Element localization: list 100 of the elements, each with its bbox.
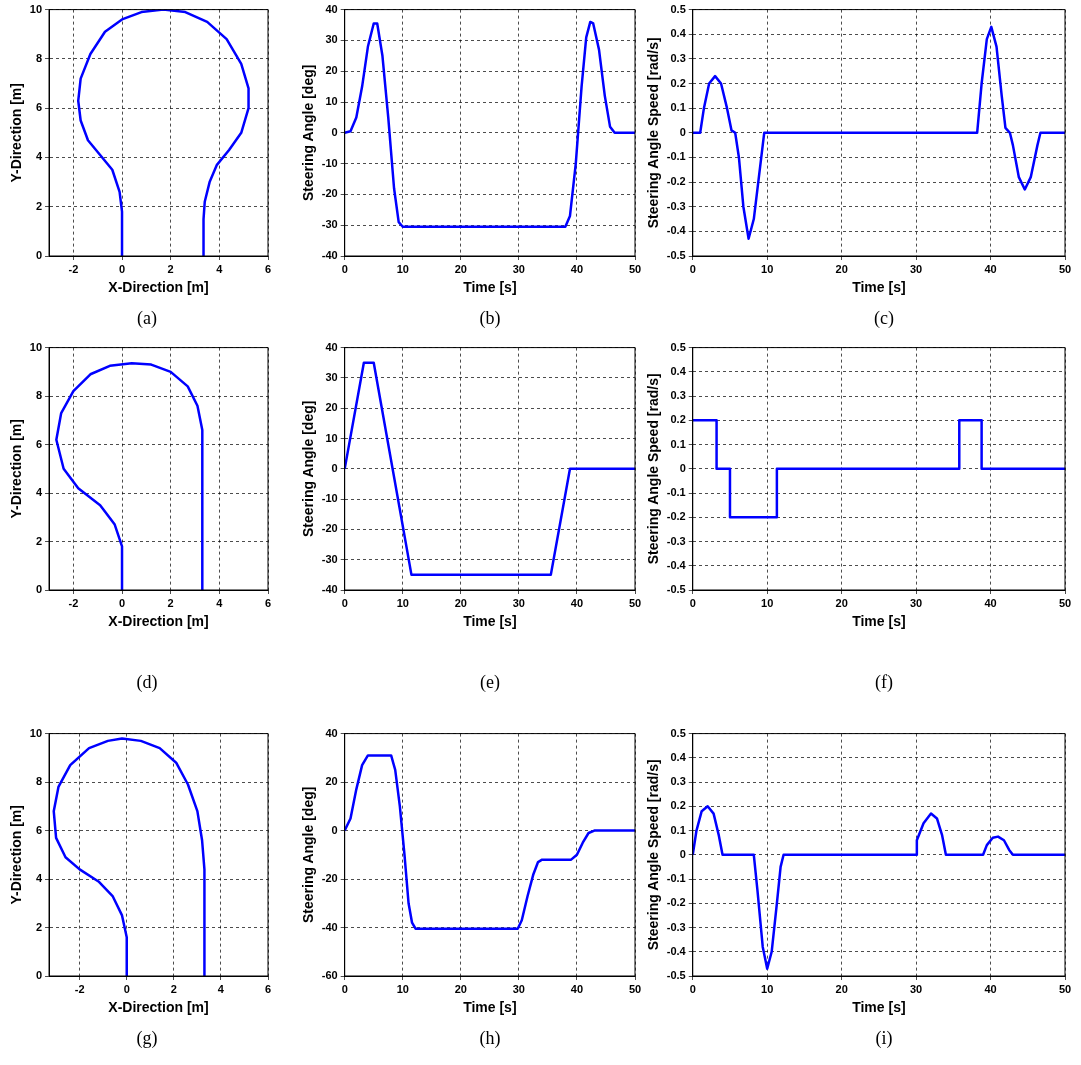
y-tick-label: 20 (325, 775, 338, 788)
y-tick-label: 0.1 (670, 101, 686, 114)
x-tick-label: -2 (68, 262, 79, 275)
y-tick-label: -0.2 (666, 896, 686, 909)
x-tick-label: 2 (167, 596, 174, 609)
y-tick-label: -0.4 (666, 944, 687, 957)
x-tick-label: 10 (761, 982, 774, 995)
x-tick-label: 6 (264, 596, 272, 609)
y-tick-label: 0 (331, 823, 338, 836)
y-tick-label: -20 (321, 872, 338, 885)
x-tick-label: 10 (761, 596, 774, 609)
y-tick-label: 0 (679, 125, 686, 138)
y-tick-label: -0.5 (666, 969, 686, 982)
x-tick-label: 10 (396, 982, 409, 995)
y-tick-label: 0.2 (670, 76, 686, 89)
x-tick-label: 0 (689, 596, 696, 609)
x-tick-label: 0 (341, 596, 348, 609)
x-tick-label: 0 (123, 982, 130, 995)
x-axis-title: Time [s] (852, 999, 906, 1016)
y-axis-title: Y-Direction [m] (8, 805, 25, 905)
y-tick-label: -0.2 (666, 175, 686, 188)
x-tick-label: 30 (909, 596, 923, 609)
text: (d) (135, 672, 159, 693)
x-tick-label: 4 (217, 982, 225, 995)
x-axis-title: X-Direction [m] (108, 613, 209, 630)
x-tick-label: 40 (570, 596, 584, 609)
x-tick-label: 50 (1058, 982, 1072, 995)
x-tick-label: 10 (761, 262, 774, 275)
y-tick-label: 0.4 (670, 750, 687, 763)
x-tick-label: 0 (689, 982, 696, 995)
text: (a) (136, 308, 158, 329)
x-tick-label: 20 (835, 982, 848, 995)
y-tick-label: 2 (35, 534, 43, 547)
y-axis-title: Steering Angle [deg] (300, 64, 317, 201)
x-tick-label: 0 (341, 262, 348, 275)
y-tick-label: 2 (35, 920, 43, 933)
y-tick-label: 10 (325, 95, 338, 108)
x-tick-label: 30 (909, 982, 923, 995)
y-tick-label: -0.5 (666, 583, 686, 596)
y-tick-label: 8 (35, 389, 43, 402)
y-tick-label: 0.2 (670, 413, 686, 426)
x-tick-label: -2 (68, 596, 79, 609)
x-tick-label: 20 (835, 262, 848, 275)
y-tick-label: 0.1 (670, 823, 686, 836)
x-tick-label: 50 (1058, 596, 1072, 609)
x-tick-label: 50 (628, 262, 642, 275)
text: (f) (874, 672, 894, 693)
x-tick-label: 20 (454, 982, 467, 995)
y-tick-label: 10 (29, 340, 43, 353)
y-axis-title: Steering Angle Speed [rad/s] (645, 759, 662, 951)
y-tick-label: 10 (29, 726, 43, 739)
y-tick-label: 8 (35, 775, 43, 788)
y-tick-label: -60 (321, 969, 338, 982)
y-axis-title: Steering Angle [deg] (300, 786, 317, 923)
x-tick-label: 40 (984, 982, 997, 995)
x-tick-label: 40 (984, 262, 997, 275)
y-tick-label: 4 (35, 486, 43, 499)
x-tick-label: 0 (118, 596, 126, 609)
y-tick-label: -40 (321, 920, 338, 933)
y-tick-label: 10 (29, 2, 43, 15)
x-axis-title: Time [s] (463, 613, 517, 630)
x-tick-label: 0 (341, 982, 348, 995)
y-tick-label: 0.1 (670, 437, 686, 450)
text: (c) (873, 308, 895, 329)
x-tick-label: 40 (984, 596, 997, 609)
y-tick-label: -0.1 (666, 150, 686, 163)
y-tick-label: -0.1 (666, 486, 686, 499)
y-tick-label: -10 (321, 492, 338, 505)
x-tick-label: 50 (1058, 262, 1072, 275)
y-tick-label: -20 (321, 522, 338, 535)
y-tick-label: 20 (325, 64, 338, 77)
x-tick-label: 0 (118, 262, 126, 275)
y-tick-label: -0.5 (666, 249, 686, 262)
y-tick-label: 2 (35, 199, 43, 212)
y-tick-label: 6 (35, 823, 43, 836)
y-tick-label: 0.5 (670, 340, 686, 353)
y-tick-label: -0.3 (666, 534, 686, 547)
x-tick-label: 10 (396, 262, 409, 275)
y-tick-label: 6 (35, 437, 43, 450)
x-tick-label: 10 (396, 596, 409, 609)
y-tick-label: 30 (325, 33, 338, 46)
y-axis-title: Y-Direction [m] (8, 83, 25, 183)
y-tick-label: 0.2 (670, 799, 686, 812)
y-tick-label: -30 (321, 552, 338, 565)
y-tick-label: 40 (325, 2, 338, 15)
y-tick-label: 0.3 (670, 775, 686, 788)
text: (g) (135, 1028, 159, 1049)
y-tick-label: -0.4 (666, 558, 687, 571)
y-tick-label: 4 (35, 872, 43, 885)
y-tick-label: 40 (325, 340, 338, 353)
y-tick-label: 30 (325, 370, 338, 383)
x-tick-label: 50 (628, 982, 642, 995)
x-tick-label: 6 (264, 262, 272, 275)
y-tick-label: 0.3 (670, 51, 686, 64)
x-tick-label: 4 (216, 262, 224, 275)
y-tick-label: -0.3 (666, 199, 686, 212)
y-tick-label: 0.3 (670, 389, 686, 402)
x-axis-title: Time [s] (463, 999, 517, 1016)
y-axis-title: Steering Angle Speed [rad/s] (645, 37, 662, 229)
y-tick-label: 20 (325, 401, 338, 414)
